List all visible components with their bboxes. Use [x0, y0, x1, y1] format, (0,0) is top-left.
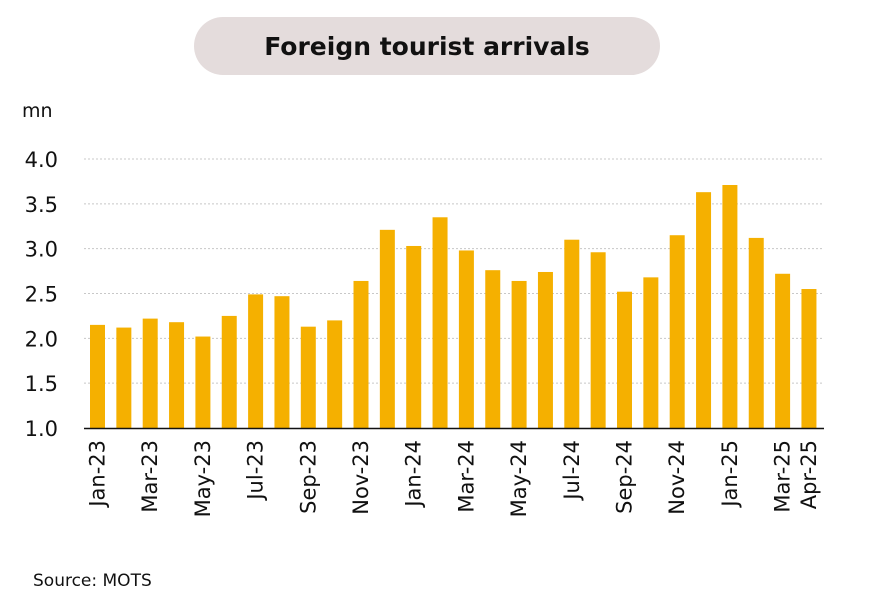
x-tick-label: Nov-23 — [349, 440, 373, 515]
x-tick-label: Sep-23 — [296, 440, 320, 514]
bar-feb-23 — [116, 327, 132, 428]
y-tick-label: 2.5 — [25, 283, 58, 307]
y-tick-label: 3.5 — [25, 193, 58, 217]
bar-oct-23 — [327, 320, 343, 428]
bar-may-24 — [511, 280, 527, 428]
x-tick-label: Mar-24 — [454, 440, 478, 513]
grid-lines — [84, 158, 824, 384]
source-note: Source: MOTS — [33, 571, 152, 591]
x-tick-label: May-24 — [507, 440, 531, 517]
y-tick-label: 3.0 — [25, 238, 58, 262]
y-tick-label: 1.5 — [25, 372, 58, 396]
bar-nov-24 — [669, 235, 685, 428]
bar-sep-23 — [300, 326, 316, 428]
bar-aug-23 — [274, 296, 290, 428]
y-tick-labels: 1.0 1.5 2.0 2.5 3.0 3.5 4.0 — [25, 148, 58, 441]
bar-apr-25 — [801, 289, 817, 428]
chart-title-pill: Foreign tourist arrivals — [194, 17, 660, 75]
x-tick-label: Jan-23 — [86, 440, 110, 509]
bar-mar-25 — [775, 273, 791, 428]
x-tick-label: Nov-24 — [665, 440, 689, 515]
bar-jul-23 — [248, 294, 264, 428]
y-tick-label: 1.0 — [25, 417, 58, 441]
bar-dec-23 — [379, 229, 395, 428]
x-tick-label: Jul-24 — [560, 440, 584, 502]
x-tick-label: May-23 — [191, 440, 215, 517]
bar-apr-23 — [169, 322, 185, 428]
bar-may-23 — [195, 336, 211, 428]
x-tick-labels: Jan-23 Mar-23 May-23 Jul-23 Sep-23 Nov-23 Jan-… — [86, 440, 821, 517]
x-tick-label: Jul-23 — [244, 440, 268, 502]
y-axis-unit-label: mn — [22, 100, 53, 122]
bar-jun-24 — [537, 271, 553, 428]
bar-oct-24 — [643, 277, 659, 428]
y-tick-label: 4.0 — [25, 148, 58, 172]
y-tick-label: 2.0 — [25, 327, 58, 351]
bar-mar-24 — [458, 250, 474, 428]
bar-jan-23 — [90, 324, 105, 428]
bar-aug-24 — [590, 252, 606, 428]
bar-jan-24 — [406, 245, 422, 428]
bar-feb-25 — [748, 237, 764, 428]
bars — [90, 185, 817, 428]
chart-title: Foreign tourist arrivals — [264, 31, 590, 61]
x-tick-label: Mar-25 — [771, 440, 795, 513]
x-tick-label: Jan-25 — [718, 440, 742, 509]
bar-apr-24 — [485, 270, 501, 428]
bar-mar-23 — [142, 318, 158, 428]
bar-feb-24 — [432, 217, 448, 428]
x-tick-label: Sep-24 — [613, 440, 637, 514]
x-tick-label: Apr-25 — [797, 440, 821, 509]
x-tick-label: Mar-23 — [138, 440, 162, 513]
x-tick-label: Jan-24 — [402, 440, 426, 509]
bar-jul-24 — [564, 239, 580, 428]
bar-sep-24 — [617, 291, 632, 428]
bar-jun-23 — [221, 315, 237, 428]
bar-nov-23 — [353, 280, 369, 428]
bar-dec-24 — [696, 192, 712, 428]
bar-jan-25 — [722, 185, 738, 428]
